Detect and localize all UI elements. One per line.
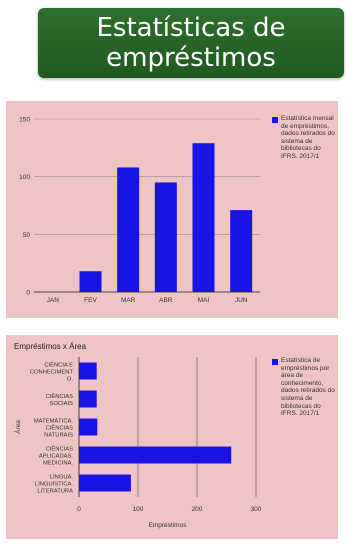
monthly-loans-chart: 0 50 100 150 JAN FEV MAR ABR MAI JUN: [19, 117, 260, 304]
legend-label-area: Estatística de empréstimos por área de c…: [281, 357, 335, 418]
y-tick-label: 0: [26, 290, 30, 297]
bar-area-3: [79, 418, 98, 436]
y-tick-label: MATEMÁTICA. CIÊNCIAS NATURAIS: [34, 417, 74, 438]
monthly-loans-chart-panel: 0 50 100 150 JAN FEV MAR ABR MAI JUN Estatística …: [6, 101, 338, 318]
bar-jun: [230, 210, 253, 292]
x-tick-label: JAN: [47, 297, 60, 304]
y-tick-label: LÍNGUA. LINGUÍSTICA. LITERATURA: [35, 473, 73, 494]
y-tick-label: CIÊNCIAS APLICADAS. MEDICINA.: [39, 444, 74, 466]
x-tick-label: ABR: [159, 297, 173, 304]
x-tick-label: FEV: [84, 297, 97, 304]
bar-area-5: [79, 474, 131, 492]
legend-swatch-area: [272, 359, 278, 365]
bar-fev: [79, 271, 102, 292]
bar-area-1: [79, 362, 97, 380]
area-chart-title: Empréstimos x Área: [14, 342, 87, 351]
title-banner: Estatísticas de empréstimos: [38, 8, 344, 78]
legend-label-monthly: Estatística mensal de empréstimos, dados…: [281, 115, 335, 160]
bar-area-4: [79, 446, 232, 464]
y-tick-label: 50: [23, 232, 31, 239]
x-axis-label: Empréstimos: [149, 522, 188, 529]
y-tick-label: CIÊNCIA E CONHECIMENT O.: [30, 360, 74, 382]
y-tick-label: CIÊNCIAS SOCIAIS: [46, 392, 74, 407]
y-axis-label: Área: [13, 420, 22, 434]
bar-mar: [117, 167, 140, 292]
y-tick-label: 150: [19, 117, 30, 124]
area-loans-chart-panel: Empréstimos x Área 0 100 200 300 CIÊNCIA E CO…: [6, 335, 338, 539]
x-tick-label: 0: [77, 506, 81, 513]
x-tick-label: MAI: [198, 297, 210, 304]
x-tick-label: 100: [133, 506, 144, 513]
page-title: Estatísticas de empréstimos: [96, 13, 286, 73]
bar-area-2: [79, 390, 97, 408]
bar-abr: [154, 182, 177, 292]
area-loans-chart: 0 100 200 300 CIÊNCIA E CONHECIMENT O. CIÊNCIAS…: [13, 357, 262, 529]
bar-mai: [192, 143, 215, 292]
x-tick-label: 300: [251, 506, 262, 513]
y-tick-label: 100: [19, 174, 30, 181]
x-tick-label: JUN: [235, 297, 248, 304]
x-tick-label: MAR: [121, 297, 136, 304]
legend-swatch-monthly: [272, 117, 278, 123]
x-tick-label: 200: [192, 506, 203, 513]
